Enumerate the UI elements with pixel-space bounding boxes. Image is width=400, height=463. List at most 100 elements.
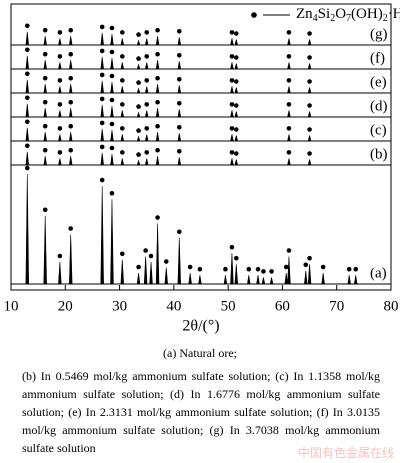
phase-marker	[144, 150, 150, 155]
phase-marker	[136, 264, 141, 270]
phase-marker	[155, 27, 160, 33]
peak	[155, 132, 160, 142]
phase-marker	[68, 27, 74, 33]
phase-marker	[68, 51, 74, 57]
peak	[287, 256, 291, 285]
peak	[256, 275, 260, 285]
peak	[347, 275, 351, 285]
peak	[136, 272, 141, 285]
peak	[58, 86, 62, 94]
phase-marker	[24, 71, 30, 77]
peak	[234, 111, 239, 118]
peak	[177, 157, 182, 166]
phase-marker	[42, 123, 48, 129]
phase-marker	[233, 79, 239, 84]
peak	[136, 39, 141, 46]
phase-marker	[144, 30, 150, 35]
peak	[307, 87, 312, 94]
peak	[164, 267, 168, 285]
phase-marker	[286, 150, 292, 155]
peak	[321, 272, 325, 285]
legend-text-part: Zn	[296, 6, 313, 22]
peak	[110, 81, 114, 94]
phase-marker	[286, 102, 292, 107]
phase-marker	[99, 120, 105, 126]
peak	[68, 36, 73, 46]
peak	[110, 129, 114, 142]
peak	[100, 152, 104, 166]
phase-marker	[57, 30, 63, 35]
phase-marker	[233, 255, 239, 261]
peak	[43, 84, 47, 94]
phase-marker	[246, 266, 252, 272]
phase-marker	[229, 102, 235, 107]
phase-marker	[346, 266, 352, 272]
peak	[247, 275, 251, 285]
legend-text-part: ·H	[388, 6, 400, 22]
peak	[155, 36, 160, 46]
phase-marker	[176, 125, 182, 130]
phase-marker	[233, 103, 239, 108]
phase-marker	[144, 102, 150, 107]
peak	[234, 39, 239, 46]
peak	[100, 32, 104, 46]
peak	[307, 39, 312, 46]
phase-marker	[229, 54, 235, 59]
phase-marker	[286, 126, 292, 131]
peak	[149, 261, 153, 285]
phase-marker	[233, 127, 239, 132]
plot-frame	[10, 3, 392, 291]
phase-marker	[286, 248, 292, 253]
phase-marker	[68, 99, 74, 105]
phase-marker	[283, 264, 289, 270]
x-tick-label: 80	[384, 298, 399, 314]
phase-marker	[99, 177, 105, 183]
x-tick-label: 40	[166, 298, 181, 314]
phase-marker	[109, 25, 115, 31]
peak	[25, 151, 30, 166]
phase-marker	[99, 72, 105, 78]
phase-marker	[233, 151, 239, 156]
peak	[136, 87, 141, 94]
peak	[307, 135, 312, 142]
peak	[100, 186, 104, 285]
phase-marker	[144, 126, 150, 131]
phase-marker	[119, 30, 125, 35]
phase-marker	[307, 55, 312, 60]
series-label: (g)	[370, 26, 388, 42]
phase-marker	[99, 48, 105, 54]
peak	[25, 127, 30, 142]
phase-marker	[286, 30, 292, 35]
legend-text-part: 4	[313, 13, 318, 24]
phase-marker	[119, 78, 125, 83]
phase-marker	[229, 126, 235, 131]
peak	[155, 84, 160, 94]
phase-marker	[109, 145, 115, 151]
phase-marker	[143, 248, 148, 253]
peak	[68, 156, 73, 166]
phase-marker	[24, 47, 30, 53]
peak	[58, 38, 62, 46]
phase-marker	[307, 103, 312, 108]
peak	[25, 173, 29, 285]
peak	[230, 62, 234, 70]
peak	[43, 156, 47, 166]
phase-marker	[303, 262, 309, 268]
peak	[120, 134, 125, 142]
peak	[198, 275, 202, 285]
peak	[43, 108, 47, 118]
peak	[144, 134, 149, 142]
peak	[177, 237, 181, 285]
peak	[136, 63, 141, 70]
phase-marker	[109, 49, 115, 55]
phase-marker	[307, 151, 312, 156]
peak	[261, 277, 266, 285]
phase-marker	[109, 97, 115, 103]
phase-marker	[57, 54, 63, 59]
phase-marker	[24, 143, 30, 149]
series-label: (f)	[370, 50, 385, 66]
peak	[234, 87, 239, 94]
peak	[136, 135, 141, 142]
peak	[234, 264, 239, 285]
legend-marker	[251, 12, 257, 18]
